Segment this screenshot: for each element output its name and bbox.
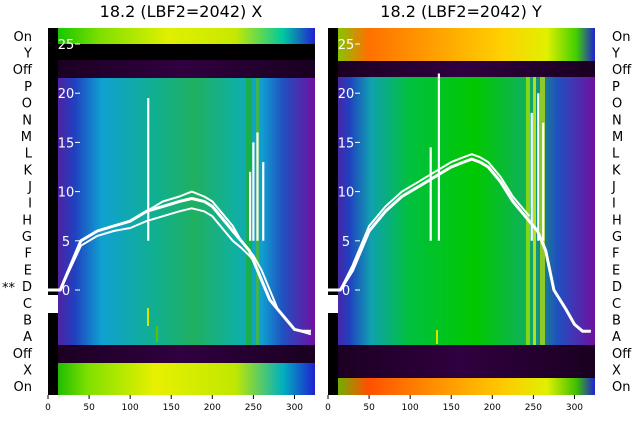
x-tick-label: 0 bbox=[45, 403, 51, 413]
series-line bbox=[48, 207, 255, 291]
x-tick-label: 50 bbox=[83, 403, 95, 413]
y-tick-label: 0 bbox=[342, 284, 350, 299]
row-label-j: J bbox=[27, 180, 32, 195]
row-label-i: I bbox=[612, 197, 616, 212]
row-label-off: Off bbox=[13, 63, 33, 78]
row-label-off: Off bbox=[612, 63, 632, 78]
row-label-o: O bbox=[612, 97, 622, 112]
x-tick-label: 250 bbox=[245, 403, 262, 413]
y-tick-label: 5 bbox=[62, 235, 70, 250]
row-label-a: A bbox=[23, 330, 32, 345]
row-label-a: A bbox=[612, 330, 621, 345]
row-label-n: N bbox=[22, 113, 32, 128]
row-label-f: F bbox=[25, 247, 32, 262]
x-axis: 0 50 100 150 200 250 300 bbox=[45, 395, 303, 413]
row-label-h: H bbox=[612, 213, 622, 228]
y-tick-label: 20 bbox=[338, 87, 355, 102]
y-tick-labels: 0 5 10 15 20 25 bbox=[338, 38, 360, 299]
x-tick-label: 150 bbox=[443, 403, 460, 413]
x-tick-label: 50 bbox=[363, 403, 375, 413]
row-label-c: C bbox=[612, 297, 621, 312]
row-label-y: Y bbox=[23, 47, 32, 62]
series-lines bbox=[48, 98, 312, 336]
row-label-on: On bbox=[612, 380, 630, 395]
row-label-o: O bbox=[22, 97, 32, 112]
row-label-g: G bbox=[612, 230, 622, 245]
series-line bbox=[328, 153, 531, 291]
y-tick-label: 0 bbox=[62, 284, 70, 299]
y-tick-labels: 0 5 10 15 20 25 bbox=[58, 38, 80, 299]
row-label-p: P bbox=[612, 80, 620, 95]
row-label-k: K bbox=[23, 163, 32, 178]
row-label-b: B bbox=[23, 313, 32, 328]
x-tick-label: 0 bbox=[325, 403, 331, 413]
heatmap-image bbox=[328, 28, 595, 395]
x-tick-label: 300 bbox=[566, 403, 583, 413]
row-label-l: L bbox=[25, 147, 33, 162]
row-label-x: X bbox=[612, 363, 621, 378]
row-label-e: E bbox=[24, 263, 32, 278]
series-lines bbox=[328, 73, 591, 333]
y-tick-label: 10 bbox=[58, 186, 75, 201]
row-label-on: On bbox=[612, 30, 630, 45]
row-label-m: M bbox=[612, 130, 623, 145]
row-label-x: X bbox=[23, 363, 32, 378]
y-tick-label: 20 bbox=[58, 87, 75, 102]
x-tick-label: 250 bbox=[525, 403, 542, 413]
row-label-y: Y bbox=[611, 47, 620, 62]
row-label-j: J bbox=[611, 180, 616, 195]
y-tick-label: 25 bbox=[338, 38, 355, 53]
x-tick-label: 150 bbox=[163, 403, 180, 413]
row-label-c: C bbox=[23, 297, 32, 312]
row-label-on: On bbox=[14, 30, 32, 45]
row-label-on: On bbox=[14, 380, 32, 395]
chart-title: 18.2 (LBF2=2042) X bbox=[100, 2, 263, 21]
row-label-d: D bbox=[612, 280, 622, 295]
row-label-off: Off bbox=[612, 347, 632, 362]
x-tick-label: 100 bbox=[122, 403, 139, 413]
row-label-f: F bbox=[612, 247, 619, 262]
y-tick-label: 10 bbox=[338, 186, 355, 201]
row-label-k: K bbox=[612, 163, 621, 178]
row-label-m: M bbox=[21, 130, 32, 145]
y-tick-label: 25 bbox=[58, 38, 75, 53]
x-tick-label: 200 bbox=[204, 403, 221, 413]
row-label-b: B bbox=[612, 313, 621, 328]
row-label-g: G bbox=[22, 230, 32, 245]
series-line bbox=[48, 190, 312, 336]
series-line bbox=[328, 157, 591, 333]
marked-row-indicator: ** bbox=[2, 281, 16, 296]
row-label-h: H bbox=[22, 213, 32, 228]
row-label-i: I bbox=[28, 197, 32, 212]
row-label-p: P bbox=[24, 80, 32, 95]
y-tick-label: 15 bbox=[338, 136, 355, 151]
x-tick-label: 300 bbox=[286, 403, 303, 413]
y-tick-label: 5 bbox=[342, 235, 350, 250]
x-axis: 0 50 100 150 200 250 300 bbox=[325, 395, 583, 413]
row-label-e: E bbox=[612, 263, 620, 278]
chart-title: 18.2 (LBF2=2042) Y bbox=[380, 2, 542, 21]
row-label-l: L bbox=[612, 147, 620, 162]
x-tick-label: 200 bbox=[484, 403, 501, 413]
x-tick-label: 100 bbox=[402, 403, 419, 413]
y-tick-label: 15 bbox=[58, 136, 75, 151]
row-label-off: Off bbox=[13, 347, 33, 362]
row-label-n: N bbox=[612, 113, 622, 128]
row-label-d: D bbox=[22, 280, 32, 295]
